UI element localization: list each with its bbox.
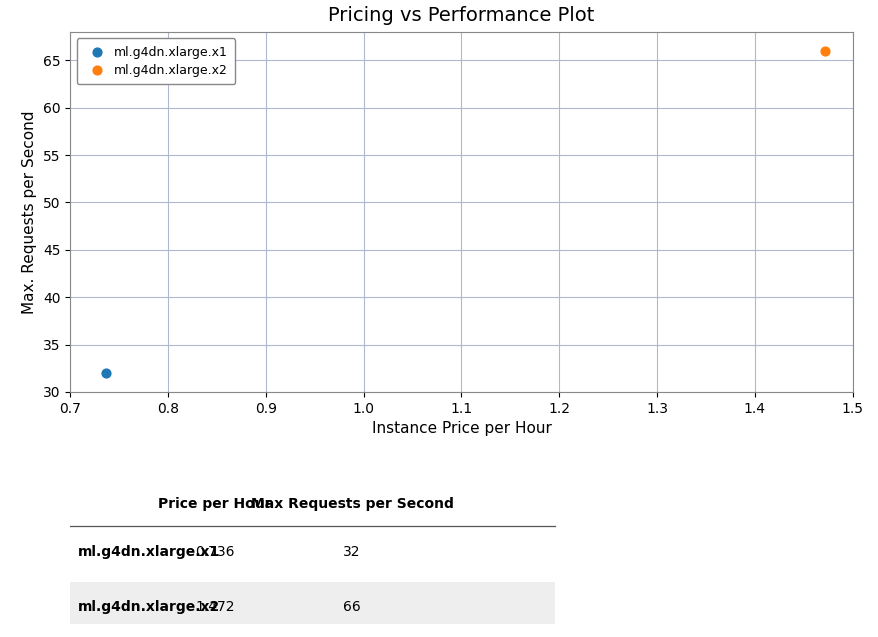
FancyBboxPatch shape xyxy=(70,582,555,631)
Text: 1.472: 1.472 xyxy=(195,600,234,614)
Text: ml.g4dn.xlarge.x2: ml.g4dn.xlarge.x2 xyxy=(78,600,220,614)
Text: ml.g4dn.xlarge.x1: ml.g4dn.xlarge.x1 xyxy=(78,545,220,559)
Text: 0.736: 0.736 xyxy=(195,545,234,559)
X-axis label: Instance Price per Hour: Instance Price per Hour xyxy=(371,421,551,436)
Text: Price per Hour: Price per Hour xyxy=(158,497,271,512)
Text: 66: 66 xyxy=(342,600,360,614)
Title: Pricing vs Performance Plot: Pricing vs Performance Plot xyxy=(327,6,594,25)
ml.g4dn.xlarge.x2 xyxy=(817,46,831,56)
Y-axis label: Max. Requests per Second: Max. Requests per Second xyxy=(23,110,38,313)
Text: 32: 32 xyxy=(342,545,360,559)
Text: Max Requests per Second: Max Requests per Second xyxy=(250,497,453,512)
ml.g4dn.xlarge.x1 xyxy=(98,368,112,378)
Legend: ml.g4dn.xlarge.x1, ml.g4dn.xlarge.x2: ml.g4dn.xlarge.x1, ml.g4dn.xlarge.x2 xyxy=(76,38,235,84)
